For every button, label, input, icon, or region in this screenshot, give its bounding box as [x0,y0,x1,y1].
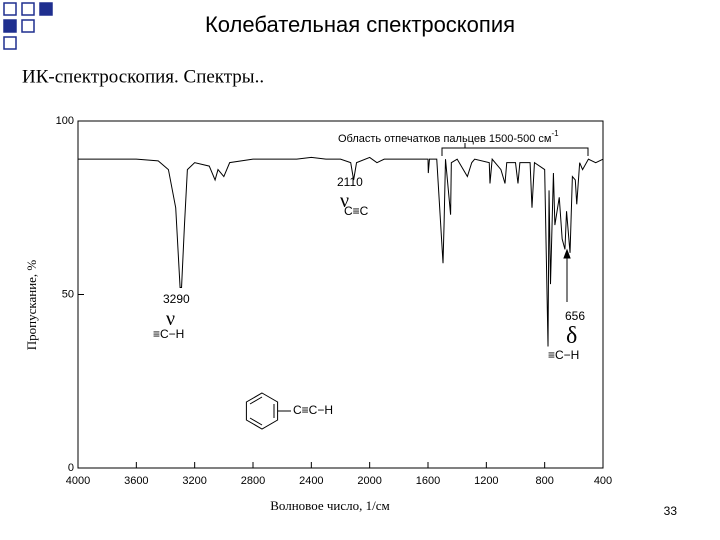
annotation-text: ≡C−H [548,348,579,362]
slide-subtitle: ИК-спектроскопия. Спектры.. [22,66,264,87]
corner-squares [3,2,53,50]
annotation: 2110 [337,175,363,189]
x-tick-label: 3600 [124,475,148,487]
plot-frame [77,120,604,469]
annotation-text: C≡C [344,204,369,218]
annotation: ≡C−H [153,327,184,341]
annotation-superscript: -1 [551,129,559,138]
annotation: ν [340,190,349,212]
annotation-text: Область отпечатков пальцев 1500-500 см [338,133,551,145]
x-tick-label: 3200 [182,475,206,487]
annotation: C≡C [344,204,369,218]
annotation: ≡C−H [548,348,579,362]
spectrum-line [78,156,604,347]
x-tick-label: 400 [594,475,612,487]
arrow-656 [563,248,571,302]
page-number: 33 [664,504,678,518]
annotation-text: ν [340,190,349,212]
annotation: 3290 [163,292,190,306]
y-tick-label: 100 [56,115,74,127]
annotation-text: 3290 [163,292,190,306]
annotation-text: ≡C−H [153,327,184,341]
x-tick-label: 4000 [66,475,90,487]
slide-title: Колебательная спектроскопия [205,12,515,37]
annotation-text: 656 [565,309,585,323]
annotation: Область отпечатков пальцев 1500-500 см-1 [338,129,559,145]
x-tick-label: 1200 [474,475,498,487]
y-tick-label: 50 [62,288,74,300]
y-tick-label: 0 [68,462,74,474]
x-tick-label: 800 [535,475,553,487]
annotation-text: δ [566,323,577,349]
x-tick-label: 1600 [416,475,440,487]
annotation-text: 2110 [337,175,363,189]
annotation-text: ν [166,308,175,330]
annotation: δ [566,323,577,349]
annotation-text: C≡C−H [293,403,333,417]
annotation: C≡C−H [293,403,333,417]
x-tick-label: 2800 [241,475,265,487]
y-axis-label: Пропускание, % [24,260,39,351]
annotation: 656 [565,309,585,323]
x-axis-label: Волновое число, 1/см [270,498,390,513]
structure [245,392,291,430]
annotation: ν [166,308,175,330]
x-tick-label: 2000 [357,475,381,487]
fingerprint-bracket [441,143,589,156]
x-tick-label: 2400 [299,475,323,487]
